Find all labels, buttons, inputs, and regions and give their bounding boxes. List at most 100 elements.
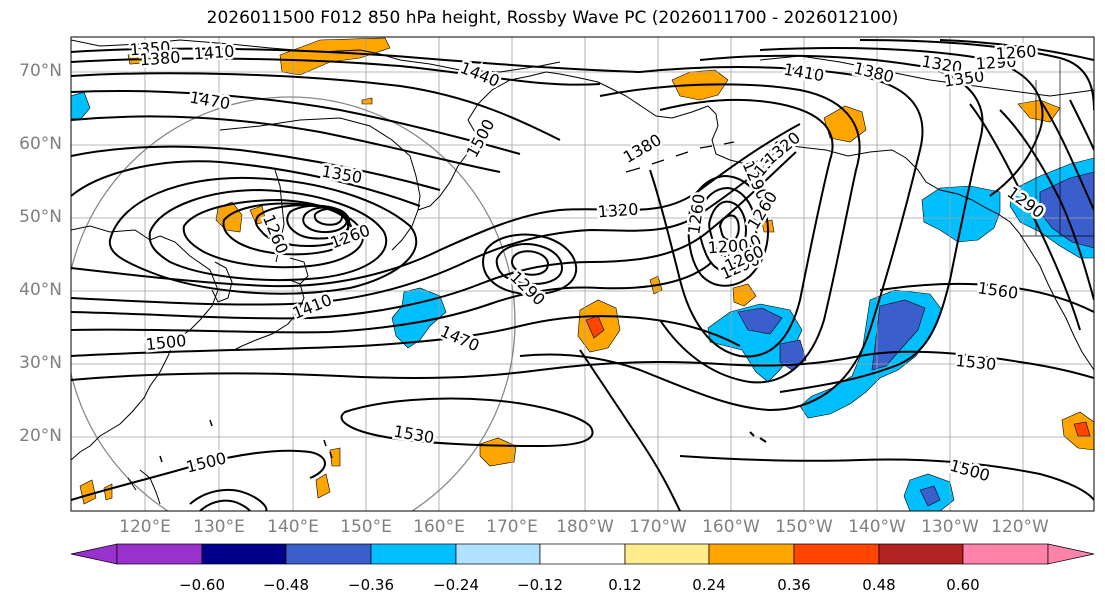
contour-line: [71, 145, 441, 191]
positive-anomaly-region: [329, 447, 341, 467]
lon-label: 140°W: [848, 517, 906, 537]
negative-anomaly-region: [921, 185, 1001, 243]
contour-line: [999, 109, 1094, 301]
contour-line: [859, 39, 1094, 111]
contour-line: [71, 89, 521, 155]
contour-line: [649, 98, 834, 358]
contour-line: [519, 66, 924, 412]
contour-label: 1320: [597, 200, 639, 222]
contour-line: [939, 39, 1094, 61]
lon-label: 170°E: [486, 517, 538, 537]
contour-line: [148, 188, 388, 282]
contour-line: [286, 204, 351, 240]
positive-anomaly-region: [215, 201, 243, 233]
colorbar-extend-right: [1047, 543, 1095, 565]
contour-line: [482, 233, 578, 296]
colorbar-tick-label: 0.60: [946, 576, 980, 594]
lon-label: 180°W: [556, 517, 614, 537]
contour-line: [189, 488, 268, 511]
colorbar-tick-label: 0.24: [692, 576, 726, 594]
alaska-coastline: [625, 95, 1094, 371]
positive-anomaly-region: [79, 479, 97, 505]
colorbar-tick-label: 0.12: [608, 576, 642, 594]
colorbar-tick-label: −0.60: [179, 576, 225, 594]
philippines-coastline: [127, 469, 161, 505]
lon-label: 150°W: [775, 517, 833, 537]
lat-label: 30°N: [19, 353, 62, 373]
contour-line: [698, 186, 758, 273]
colorbar-tick-label: 0.36: [777, 576, 811, 594]
contour-line: [579, 349, 681, 511]
asia-coastline: [71, 225, 219, 461]
colorbar-tick-label: −0.48: [263, 576, 309, 594]
lon-label: 130°E: [193, 517, 245, 537]
colorbar-segment: [793, 543, 880, 565]
contour-line: [599, 83, 861, 384]
contour-line: [71, 115, 501, 173]
negative-anomaly-region: [71, 91, 91, 121]
contour-line: [71, 57, 601, 86]
contour-label: 1410: [193, 42, 235, 64]
positive-anomaly-region: [732, 283, 757, 307]
hawaii-islands: [749, 431, 767, 443]
lat-label: 20°N: [19, 426, 62, 446]
contour-line: [108, 176, 418, 295]
contour-line: [71, 449, 326, 501]
siberia-coastline: [219, 71, 627, 211]
lat-label: 50°N: [19, 207, 62, 227]
lat-label: 70°N: [19, 61, 62, 81]
colorbar-extend-left: [70, 543, 118, 565]
negative-anomaly-region: [391, 287, 447, 349]
contour-line: [340, 397, 594, 448]
contour-line: [759, 47, 1044, 197]
contour-line: [1069, 99, 1094, 151]
japan-coastline: [233, 283, 305, 351]
lon-label: 160°W: [702, 517, 760, 537]
contour-line: [313, 208, 344, 226]
positive-anomaly-region: [279, 37, 391, 76]
aleutian-islands: [625, 141, 735, 173]
colorbar-segment: [370, 543, 457, 565]
contour-label: 1260: [995, 42, 1037, 64]
island-chain: [159, 419, 333, 463]
positive-anomaly-region: [1073, 421, 1091, 437]
map-background: [71, 37, 1094, 511]
contour-line: [679, 455, 1094, 501]
colorbar-segment: [455, 543, 541, 565]
arctic-coastline: [71, 39, 1094, 97]
colorbar-segment: [116, 543, 203, 565]
colorbar-segment: [624, 543, 710, 565]
positive-anomaly-region: [823, 105, 867, 143]
contour-line: [699, 54, 984, 393]
reference-circle: [71, 96, 516, 511]
contour-label: 1380: [139, 48, 181, 70]
lon-label: 140°E: [267, 517, 319, 537]
contour-line: [687, 174, 770, 287]
colorbar-segment: [201, 543, 287, 565]
contour-line: [511, 250, 549, 276]
colorbar-segment: [878, 543, 964, 565]
height-contours: [71, 39, 1094, 511]
lon-label: 160°E: [413, 517, 465, 537]
contour-label: 1200: [707, 236, 749, 258]
colorbar-segment: [962, 543, 1049, 565]
lat-label: 60°N: [19, 134, 62, 154]
contour-line: [222, 202, 354, 256]
colorbar-tick-label: −0.12: [517, 576, 563, 594]
contour-line: [71, 47, 641, 73]
contour-line: [495, 243, 564, 286]
colorbar-segment: [708, 543, 795, 565]
contour-line: [182, 198, 364, 269]
map-frame: [70, 36, 1095, 512]
sakhalin-coastline: [274, 169, 285, 263]
contour-line: [879, 282, 1094, 313]
contour-line: [1039, 99, 1094, 211]
contour-line: [71, 72, 561, 141]
contour-line: [71, 350, 1094, 381]
kamchatka-coastline: [391, 209, 419, 251]
positive-anomaly-region: [361, 97, 373, 105]
lon-label: 120°W: [991, 517, 1049, 537]
colorbar: [70, 543, 1095, 565]
colorbar-segment: [285, 543, 372, 565]
